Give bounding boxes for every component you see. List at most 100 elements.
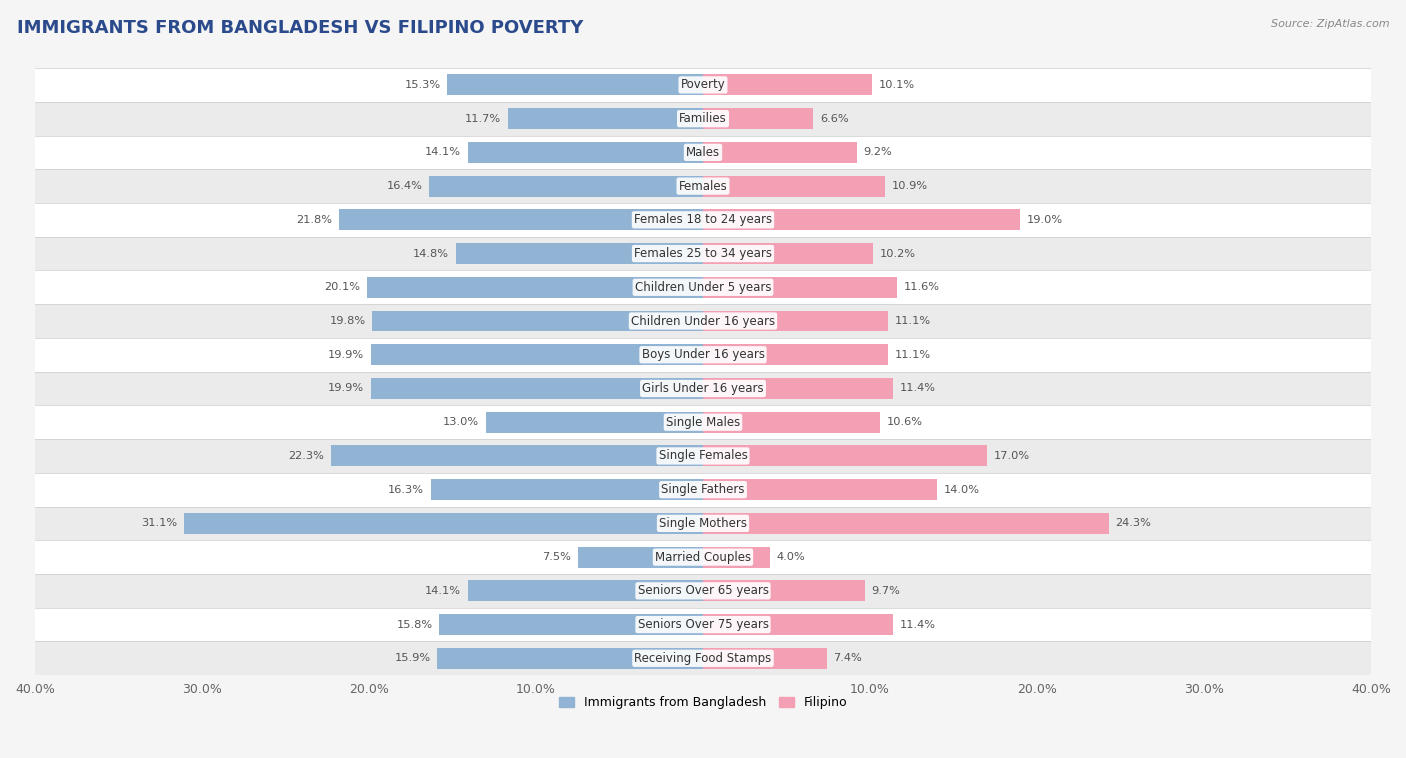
Bar: [703, 378, 893, 399]
Text: 11.1%: 11.1%: [896, 349, 931, 360]
Text: 19.0%: 19.0%: [1026, 215, 1063, 225]
Text: Married Couples: Married Couples: [655, 550, 751, 564]
Text: 15.3%: 15.3%: [405, 80, 441, 90]
Bar: [703, 344, 889, 365]
Bar: [430, 479, 703, 500]
Text: 14.8%: 14.8%: [413, 249, 449, 258]
Text: Girls Under 16 years: Girls Under 16 years: [643, 382, 763, 395]
Bar: [35, 506, 1371, 540]
Bar: [703, 446, 987, 466]
Bar: [703, 581, 865, 601]
Text: IMMIGRANTS FROM BANGLADESH VS FILIPINO POVERTY: IMMIGRANTS FROM BANGLADESH VS FILIPINO P…: [17, 19, 583, 37]
Text: Single Fathers: Single Fathers: [661, 483, 745, 496]
Text: Boys Under 16 years: Boys Under 16 years: [641, 348, 765, 362]
Bar: [35, 641, 1371, 675]
Text: 11.4%: 11.4%: [900, 384, 936, 393]
Bar: [439, 614, 703, 635]
Bar: [703, 108, 813, 129]
Text: 24.3%: 24.3%: [1115, 518, 1152, 528]
Text: 16.3%: 16.3%: [388, 484, 425, 495]
Text: 10.6%: 10.6%: [887, 417, 922, 428]
Bar: [508, 108, 703, 129]
Text: 11.6%: 11.6%: [904, 282, 939, 293]
Bar: [703, 277, 897, 298]
Bar: [468, 142, 703, 163]
Bar: [703, 74, 872, 96]
Text: 10.9%: 10.9%: [891, 181, 928, 191]
Text: Females 25 to 34 years: Females 25 to 34 years: [634, 247, 772, 260]
Text: 31.1%: 31.1%: [141, 518, 177, 528]
Text: 16.4%: 16.4%: [387, 181, 422, 191]
Text: Single Males: Single Males: [666, 415, 740, 429]
Bar: [35, 473, 1371, 506]
Text: 10.2%: 10.2%: [880, 249, 917, 258]
Bar: [703, 311, 889, 331]
Text: Source: ZipAtlas.com: Source: ZipAtlas.com: [1271, 19, 1389, 29]
Text: 19.9%: 19.9%: [328, 384, 364, 393]
Bar: [703, 614, 893, 635]
Bar: [35, 236, 1371, 271]
Bar: [703, 412, 880, 433]
Legend: Immigrants from Bangladesh, Filipino: Immigrants from Bangladesh, Filipino: [554, 691, 852, 715]
Text: 11.7%: 11.7%: [465, 114, 501, 124]
Text: 14.1%: 14.1%: [425, 147, 461, 158]
Text: 6.6%: 6.6%: [820, 114, 849, 124]
Text: 9.7%: 9.7%: [872, 586, 901, 596]
Bar: [35, 574, 1371, 608]
Text: Receiving Food Stamps: Receiving Food Stamps: [634, 652, 772, 665]
Bar: [35, 371, 1371, 406]
Bar: [429, 176, 703, 196]
Text: 19.9%: 19.9%: [328, 349, 364, 360]
Text: Males: Males: [686, 146, 720, 159]
Bar: [456, 243, 703, 264]
Text: 19.8%: 19.8%: [329, 316, 366, 326]
Bar: [35, 304, 1371, 338]
Bar: [35, 338, 1371, 371]
Text: 13.0%: 13.0%: [443, 417, 479, 428]
Bar: [447, 74, 703, 96]
Bar: [35, 406, 1371, 439]
Bar: [184, 513, 703, 534]
Text: 9.2%: 9.2%: [863, 147, 891, 158]
Bar: [703, 209, 1021, 230]
Bar: [35, 169, 1371, 203]
Text: Females 18 to 24 years: Females 18 to 24 years: [634, 213, 772, 227]
Bar: [35, 136, 1371, 169]
Bar: [35, 102, 1371, 136]
Bar: [371, 344, 703, 365]
Bar: [578, 547, 703, 568]
Text: 14.0%: 14.0%: [943, 484, 980, 495]
Bar: [703, 243, 873, 264]
Bar: [486, 412, 703, 433]
Bar: [35, 68, 1371, 102]
Bar: [35, 203, 1371, 236]
Bar: [35, 271, 1371, 304]
Text: Seniors Over 65 years: Seniors Over 65 years: [637, 584, 769, 597]
Bar: [703, 648, 827, 669]
Bar: [468, 581, 703, 601]
Text: Poverty: Poverty: [681, 78, 725, 92]
Bar: [703, 513, 1109, 534]
Text: 10.1%: 10.1%: [879, 80, 914, 90]
Bar: [373, 311, 703, 331]
Text: 11.4%: 11.4%: [900, 619, 936, 630]
Bar: [339, 209, 703, 230]
Text: 15.9%: 15.9%: [395, 653, 430, 663]
Text: Children Under 5 years: Children Under 5 years: [634, 280, 772, 294]
Text: 15.8%: 15.8%: [396, 619, 433, 630]
Text: 7.4%: 7.4%: [834, 653, 862, 663]
Bar: [35, 540, 1371, 574]
Text: 14.1%: 14.1%: [425, 586, 461, 596]
Text: Females: Females: [679, 180, 727, 193]
Text: Families: Families: [679, 112, 727, 125]
Bar: [437, 648, 703, 669]
Bar: [703, 176, 884, 196]
Bar: [35, 439, 1371, 473]
Text: Single Mothers: Single Mothers: [659, 517, 747, 530]
Text: 20.1%: 20.1%: [325, 282, 360, 293]
Text: 4.0%: 4.0%: [776, 552, 806, 562]
Bar: [703, 142, 856, 163]
Text: 11.1%: 11.1%: [896, 316, 931, 326]
Bar: [703, 547, 770, 568]
Bar: [371, 378, 703, 399]
